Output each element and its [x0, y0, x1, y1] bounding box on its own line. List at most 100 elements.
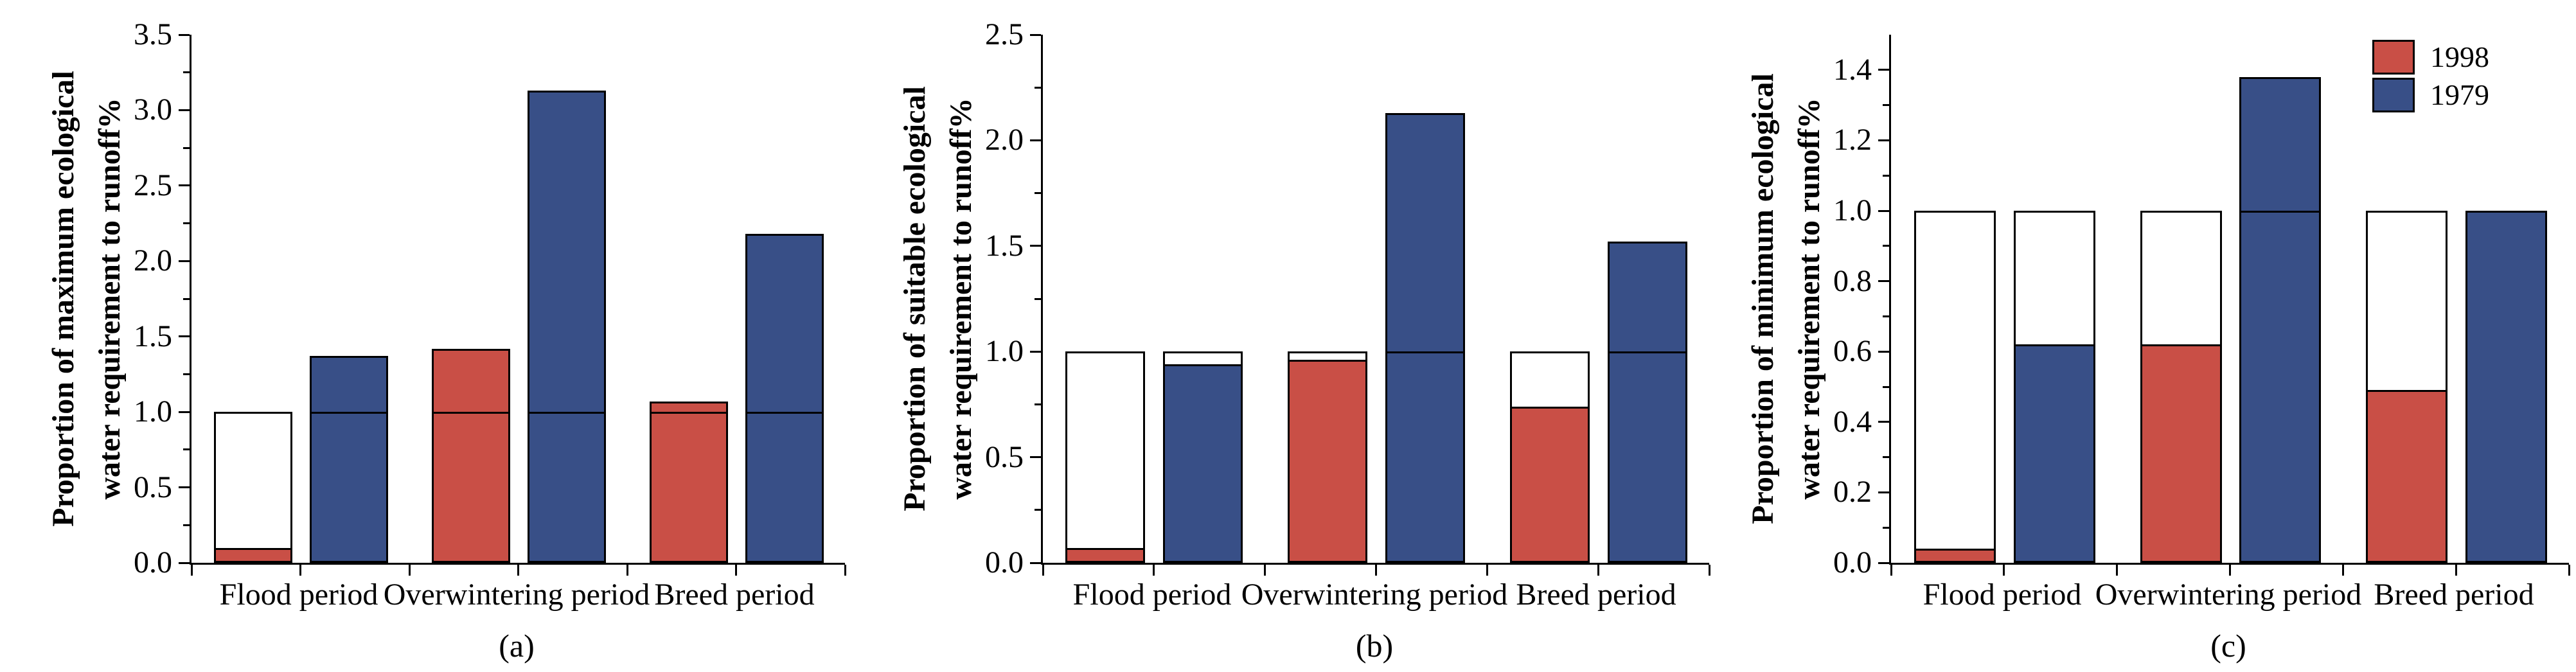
x-axis-tick	[1153, 565, 1155, 576]
y-axis-tick-label: 0.5	[134, 470, 172, 504]
y-axis-minor-tick	[1035, 86, 1041, 89]
y-axis-minor-tick	[1883, 385, 1889, 388]
bar-1979-overwintering-period	[528, 91, 606, 563]
x-axis-tick	[190, 565, 193, 576]
y-axis-minor-tick	[1883, 526, 1889, 529]
x-axis-category-label: Flood period	[1923, 578, 2082, 612]
y-axis-major-tick	[179, 33, 190, 36]
reference-line	[1608, 351, 1687, 353]
y-axis-major-tick	[179, 561, 190, 564]
y-axis-minor-tick	[1035, 192, 1041, 195]
x-axis-tick	[1597, 565, 1599, 576]
y-axis-tick-label: 1.0	[1833, 193, 1872, 227]
y-axis-major-tick	[1878, 491, 1889, 493]
y-axis-major-tick	[1878, 280, 1889, 283]
y-axis-major-tick	[179, 260, 190, 262]
reference-line	[1385, 351, 1465, 353]
y-axis-minor-tick	[1883, 245, 1889, 247]
y-axis-title-line-1: Proportion of suitable ecological	[898, 86, 932, 511]
y-axis-major-tick	[1030, 456, 1041, 459]
bar-1998-breed-period	[2366, 390, 2447, 563]
y-axis-major-tick	[1878, 209, 1889, 212]
reference-bar	[214, 412, 292, 563]
bar-1998-overwintering-period	[1288, 360, 1367, 563]
x-axis-tick	[1708, 565, 1710, 576]
y-axis-major-tick	[1030, 350, 1041, 353]
y-axis-major-tick	[1878, 139, 1889, 141]
x-axis-tick	[299, 565, 301, 576]
x-axis-tick	[735, 565, 737, 576]
reference-line	[432, 412, 510, 414]
x-axis-tick	[2568, 565, 2570, 576]
legend-swatch-1979	[2372, 78, 2415, 112]
reference-line	[745, 412, 824, 414]
bar-1998-breed-period	[1510, 407, 1590, 563]
x-axis-category-label: Overwintering period	[383, 578, 650, 612]
bar-1979-breed-period	[1608, 242, 1687, 563]
y-axis-major-tick	[179, 184, 190, 187]
bar-1998-flood-period	[214, 548, 292, 563]
plot-area: 0.0 0.5 1.0 1.5 2.0 2.5 3.0 3.5	[134, 17, 846, 579]
y-axis-tick-label: 1.4	[1833, 52, 1872, 87]
y-axis-tick-label: 1.0	[985, 334, 1024, 369]
bar-1998-overwintering-period	[2140, 344, 2222, 563]
y-axis-title-line-1: Proportion of maximum ecological	[46, 71, 80, 527]
bar-1979-flood-period	[2014, 344, 2095, 563]
reference-line	[1163, 351, 1243, 353]
reference-line	[2014, 211, 2095, 213]
y-axis-tick-label: 0.2	[1833, 475, 1872, 509]
y-axis-major-tick	[179, 335, 190, 338]
y-axis-tick-label: 1.0	[134, 394, 172, 429]
x-axis-category-label: Breed period	[654, 578, 815, 612]
y-axis-tick-label: 1.2	[1833, 123, 1872, 157]
y-axis-major-tick	[1878, 69, 1889, 71]
y-axis-major-tick	[1030, 561, 1041, 564]
y-axis-minor-tick	[183, 71, 190, 74]
reference-line	[2366, 211, 2447, 213]
y-axis-minor-tick	[1883, 104, 1889, 107]
panel-b: Proportion of suitable ecological water …	[858, 0, 1718, 672]
y-axis-minor-tick	[1883, 315, 1889, 317]
y-axis-tick-label: 0.4	[1833, 404, 1872, 439]
legend-label: 1998	[2430, 40, 2489, 73]
bar-1979-breed-period	[745, 234, 824, 563]
y-axis-title-line-2: water requirement to runoff%	[944, 98, 978, 500]
y-axis-tick-label: 0.0	[1833, 545, 1872, 579]
reference-line	[1914, 211, 1996, 213]
x-axis-tick	[1486, 565, 1488, 576]
bar-1979-flood-period	[1163, 364, 1243, 563]
y-axis-minor-tick	[1035, 403, 1041, 405]
reference-line	[214, 412, 292, 414]
panel-label: (b)	[1355, 628, 1394, 664]
x-axis-category-label: Breed period	[1516, 578, 1676, 612]
y-axis-title-line-1: Proportion of minimum ecological	[1746, 73, 1780, 524]
reference-line	[2465, 211, 2547, 213]
y-axis-tick-label: 0.0	[134, 545, 172, 579]
x-axis-tick	[2229, 565, 2231, 576]
y-axis-major-tick	[1878, 421, 1889, 423]
x-axis-tick	[1042, 565, 1044, 576]
panel-label: (a)	[499, 628, 535, 664]
y-axis-major-tick	[1030, 139, 1041, 141]
bar-1998-breed-period	[650, 402, 728, 563]
bar-1979-overwintering-period	[1385, 113, 1465, 563]
y-axis-major-tick	[179, 109, 190, 111]
bar-1979-overwintering-period	[2239, 77, 2321, 563]
legend-row: 1998	[2372, 40, 2489, 75]
reference-bar	[1065, 351, 1145, 563]
reference-line	[528, 412, 606, 414]
y-axis-tick-label: 3.5	[134, 17, 172, 51]
y-axis-tick-label: 2.0	[985, 123, 1024, 157]
bar-1998-flood-period	[1065, 548, 1145, 563]
reference-line	[1510, 351, 1590, 353]
x-axis-tick	[2003, 565, 2005, 576]
y-axis-tick-label: 0.5	[985, 439, 1024, 474]
legend: 1998 1979	[2372, 40, 2489, 116]
y-axis-tick-label: 1.5	[134, 319, 172, 353]
y-axis-major-tick	[1030, 33, 1041, 36]
y-axis-major-tick	[1878, 350, 1889, 353]
legend-label: 1979	[2430, 78, 2489, 111]
y-axis-minor-tick	[183, 146, 190, 149]
reference-bar	[1914, 211, 1996, 563]
